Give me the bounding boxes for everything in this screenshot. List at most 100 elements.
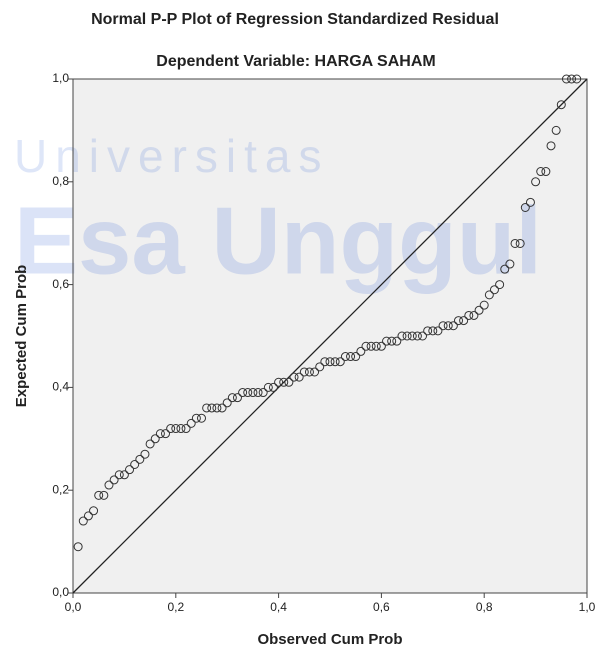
point bbox=[572, 74, 582, 84]
point bbox=[304, 367, 314, 377]
point bbox=[263, 382, 273, 392]
point bbox=[546, 141, 556, 151]
point bbox=[243, 388, 253, 398]
y-tick-label: 0,0 bbox=[52, 585, 69, 599]
point bbox=[443, 321, 453, 331]
point bbox=[541, 167, 551, 177]
point bbox=[515, 238, 525, 248]
x-tick-label: 1,0 bbox=[579, 600, 596, 614]
y-tick-label: 0,2 bbox=[52, 482, 69, 496]
point bbox=[397, 331, 407, 341]
point bbox=[114, 470, 124, 480]
point bbox=[551, 125, 561, 135]
point bbox=[438, 321, 448, 331]
point bbox=[222, 398, 232, 408]
point bbox=[232, 393, 242, 403]
x-tick-label: 0,0 bbox=[65, 600, 82, 614]
point bbox=[340, 352, 350, 362]
point bbox=[227, 393, 237, 403]
point bbox=[356, 346, 366, 356]
watermark: Universitas bbox=[14, 130, 330, 182]
point bbox=[145, 439, 155, 449]
point bbox=[155, 429, 165, 439]
point bbox=[94, 490, 104, 500]
point bbox=[78, 516, 88, 526]
point bbox=[536, 167, 546, 177]
chart-subtitle: Dependent Variable: HARGA SAHAM bbox=[156, 53, 435, 70]
point bbox=[83, 511, 93, 521]
point bbox=[104, 480, 114, 490]
point bbox=[479, 300, 489, 310]
point bbox=[474, 305, 484, 315]
point bbox=[387, 336, 397, 346]
point bbox=[89, 506, 99, 516]
y-axis-label: Expected Cum Prob bbox=[13, 265, 30, 408]
point bbox=[191, 413, 201, 423]
point bbox=[217, 403, 227, 413]
point bbox=[171, 424, 181, 434]
point bbox=[166, 424, 176, 434]
point bbox=[510, 238, 520, 248]
x-tick-label: 0,6 bbox=[373, 600, 390, 614]
point bbox=[73, 542, 83, 552]
point bbox=[412, 331, 422, 341]
point bbox=[454, 316, 463, 326]
point bbox=[186, 418, 196, 428]
point bbox=[181, 424, 191, 434]
point bbox=[197, 413, 206, 423]
point bbox=[495, 280, 505, 290]
point bbox=[382, 336, 392, 346]
watermark: Esa Unggul bbox=[14, 187, 542, 294]
point bbox=[423, 326, 433, 336]
point bbox=[335, 357, 345, 367]
point bbox=[330, 357, 340, 367]
point bbox=[464, 310, 474, 320]
y-tick-label: 1,0 bbox=[52, 71, 69, 85]
x-tick-label: 0,8 bbox=[476, 600, 493, 614]
point bbox=[376, 341, 386, 351]
point bbox=[433, 326, 443, 336]
point bbox=[407, 331, 417, 341]
point bbox=[371, 341, 381, 351]
point bbox=[274, 377, 284, 387]
point bbox=[402, 331, 412, 341]
point bbox=[351, 352, 361, 362]
point bbox=[212, 403, 222, 413]
point bbox=[310, 367, 320, 377]
point bbox=[469, 310, 479, 320]
point bbox=[140, 449, 150, 459]
point bbox=[315, 362, 325, 372]
point bbox=[207, 403, 217, 413]
point bbox=[279, 377, 289, 387]
reference-line bbox=[72, 78, 588, 594]
point bbox=[109, 475, 119, 485]
point bbox=[505, 259, 515, 269]
point bbox=[500, 264, 510, 274]
point bbox=[268, 382, 278, 392]
point bbox=[248, 388, 258, 398]
point bbox=[428, 326, 438, 336]
y-tick-label: 0,4 bbox=[52, 380, 69, 394]
point bbox=[176, 424, 186, 434]
point bbox=[489, 285, 499, 295]
point bbox=[520, 203, 530, 212]
x-axis-label: Observed Cum Prob bbox=[257, 631, 402, 648]
point bbox=[392, 336, 402, 346]
point bbox=[567, 74, 577, 84]
point bbox=[253, 388, 263, 398]
point bbox=[418, 331, 428, 341]
point bbox=[161, 429, 171, 439]
plot-frame bbox=[72, 78, 588, 594]
point bbox=[125, 465, 135, 475]
point bbox=[299, 367, 309, 377]
point bbox=[99, 490, 109, 500]
point bbox=[346, 352, 356, 362]
y-tick-label: 0,8 bbox=[52, 174, 69, 188]
point bbox=[556, 100, 566, 110]
point bbox=[289, 372, 299, 382]
point bbox=[484, 290, 494, 300]
point bbox=[366, 341, 376, 351]
y-tick-label: 0,6 bbox=[52, 277, 69, 291]
point bbox=[325, 357, 335, 367]
